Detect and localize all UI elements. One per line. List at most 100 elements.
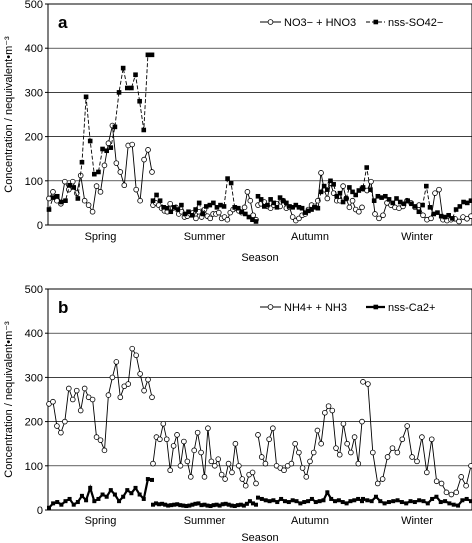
- data-point: [355, 460, 362, 467]
- data-point: [174, 432, 180, 438]
- data-point: [125, 488, 130, 493]
- panel-label: a: [58, 13, 68, 32]
- data-point: [178, 503, 183, 508]
- data-point: [347, 185, 352, 190]
- data-point: [288, 460, 295, 467]
- data-point: [167, 200, 173, 207]
- data-point: [145, 376, 151, 383]
- data-point: [361, 496, 365, 501]
- data-point: [75, 196, 81, 201]
- data-point: [262, 204, 267, 209]
- data-point: [325, 187, 330, 192]
- data-point: [58, 429, 64, 436]
- data-point: [334, 193, 340, 199]
- data-point: [202, 502, 207, 507]
- data-point: [226, 502, 231, 507]
- data-point: [239, 209, 245, 215]
- data-point: [62, 178, 68, 185]
- data-point: [250, 501, 255, 506]
- data-point: [262, 460, 269, 467]
- data-point: [416, 209, 422, 215]
- data-point: [453, 489, 460, 496]
- data-point: [309, 496, 314, 501]
- data-point: [83, 94, 89, 100]
- data-point: [218, 202, 223, 208]
- data-point: [96, 496, 101, 501]
- data-point: [453, 207, 459, 212]
- data-point: [105, 392, 112, 398]
- data-point: [59, 199, 64, 205]
- season-label: Summer: [184, 515, 226, 527]
- season-label: Spring: [85, 515, 117, 527]
- data-point: [321, 498, 326, 503]
- data-point: [101, 162, 108, 169]
- data-point: [309, 207, 314, 212]
- data-point: [244, 189, 251, 195]
- data-point: [333, 445, 339, 451]
- data-point: [331, 182, 336, 187]
- data-point: [97, 437, 104, 443]
- data-point: [193, 501, 198, 506]
- data-point: [443, 489, 450, 496]
- legend: NH4+ + NH3 nss-Ca2+: [260, 302, 435, 314]
- data-point: [120, 65, 126, 71]
- data-point: [299, 465, 306, 471]
- data-point: [93, 434, 100, 440]
- data-point: [394, 449, 401, 456]
- y-tick-label: 0: [37, 220, 43, 232]
- series-1: [46, 345, 472, 498]
- data-point: [113, 359, 120, 365]
- data-point: [468, 198, 472, 203]
- data-point: [164, 205, 170, 211]
- data-point: [290, 498, 295, 503]
- data-point: [199, 503, 204, 508]
- data-point: [259, 496, 264, 501]
- data-point: [374, 480, 381, 487]
- data-point: [100, 492, 105, 497]
- data-point: [216, 209, 222, 216]
- data-point: [160, 421, 167, 427]
- data-point: [151, 502, 155, 507]
- legend-label: NO3− + HNO3: [284, 17, 356, 29]
- data-point: [389, 445, 396, 451]
- data-point: [368, 187, 373, 192]
- series-line: [48, 347, 153, 451]
- data-point: [46, 195, 52, 202]
- y-tick-label: 200: [25, 132, 43, 144]
- season-label: Winter: [401, 515, 433, 527]
- data-point: [66, 385, 72, 392]
- data-point: [137, 98, 142, 104]
- data-point: [71, 502, 76, 507]
- legend-marker: [373, 304, 379, 310]
- data-point: [372, 211, 378, 217]
- data-point: [177, 462, 184, 469]
- data-point: [85, 202, 92, 208]
- data-point: [150, 460, 156, 467]
- data-point: [208, 504, 213, 509]
- data-point: [340, 421, 347, 427]
- data-point: [432, 190, 438, 196]
- data-point: [207, 215, 214, 222]
- data-point: [96, 169, 101, 175]
- data-point: [348, 449, 354, 456]
- data-point: [244, 501, 249, 506]
- data-point: [394, 196, 399, 201]
- data-point: [293, 202, 299, 208]
- data-point: [223, 501, 228, 506]
- season-label: Winter: [401, 231, 433, 243]
- data-point: [428, 215, 434, 222]
- data-point: [187, 474, 194, 480]
- data-point: [149, 394, 155, 401]
- data-point: [290, 205, 295, 210]
- data-point: [329, 407, 336, 414]
- series-1: [46, 122, 472, 225]
- data-point: [62, 418, 68, 425]
- data-point: [149, 52, 155, 58]
- x-axis-title: Season: [241, 532, 278, 543]
- plot-frame: [47, 3, 472, 226]
- y-tick-label: 400: [25, 328, 43, 340]
- data-point: [113, 160, 120, 166]
- data-point: [232, 205, 237, 210]
- data-point: [383, 193, 388, 199]
- legend: NO3− + HNO3 nss-SO42−: [260, 17, 443, 29]
